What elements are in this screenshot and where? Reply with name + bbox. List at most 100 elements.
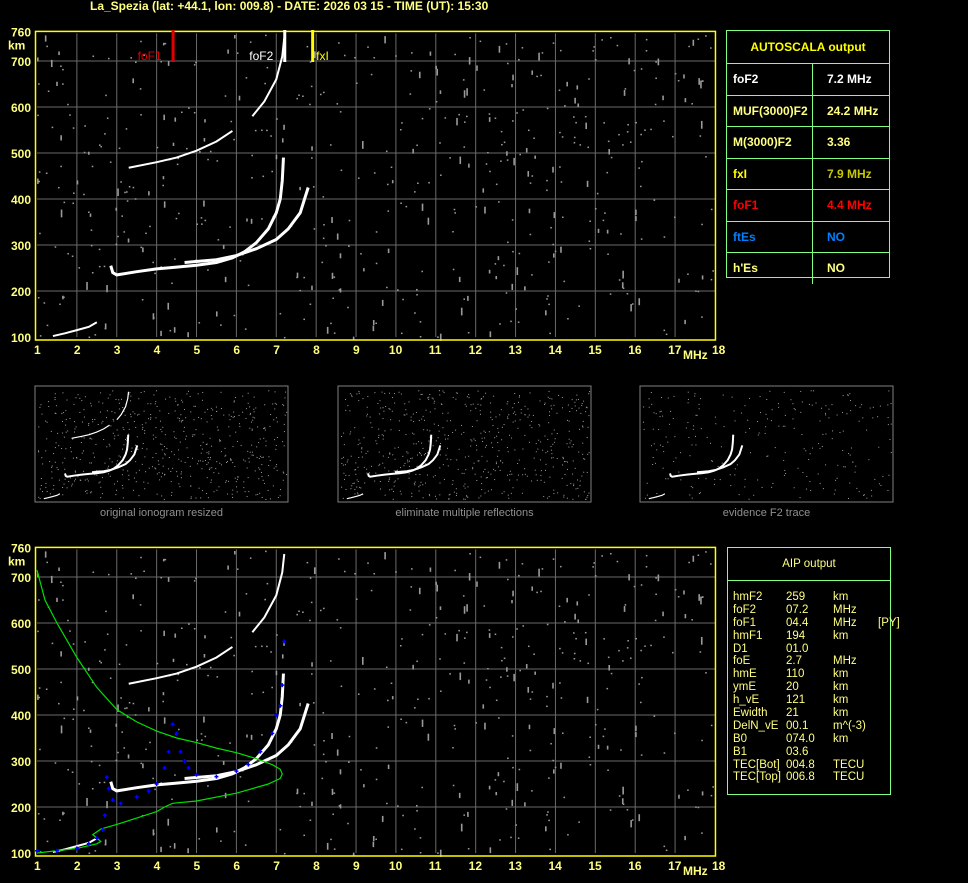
noise-dot [448,494,450,496]
noise-dot [588,78,590,80]
aip-row: DelN_vE 00.1 m^(-3) [728,720,890,733]
noise-dot [41,413,43,415]
noise-dot [163,446,165,448]
noise-dot [507,451,509,453]
noise-dot [263,482,265,484]
noise-dot [392,454,394,456]
noise-dot [428,396,430,398]
noise-dot [452,432,454,434]
noise-dot [46,45,48,48]
noise-dot [844,466,846,468]
noise-dot [545,463,547,465]
thumb-trace-M1 [71,424,110,439]
noise-dot [229,226,231,228]
noise-dot [559,131,561,134]
noise-dot [187,332,189,338]
noise-dot [344,478,346,480]
noise-dot [156,493,158,495]
noise-dot [67,103,69,106]
noise-dot [507,757,509,760]
noise-dot [879,405,881,407]
noise-dot [211,467,213,469]
noise-dot [155,426,157,428]
noise-dot [220,840,222,842]
noise-dot [375,262,378,265]
noise-dot [574,405,576,407]
noise-dot [310,601,313,604]
noise-dot [530,420,532,422]
thumb-trace-X [91,445,139,474]
noise-dot [118,399,120,401]
noise-dot [564,474,566,476]
noise-dot [155,468,157,470]
noise-dot [163,42,165,45]
noise-dot [587,495,589,497]
aip-trace-point [146,788,151,793]
noise-dot [45,486,47,488]
noise-dot [522,625,525,627]
noise-dot [484,446,486,448]
noise-dot [163,558,165,561]
noise-dot [518,58,520,61]
noise-dot [130,451,132,453]
noise-dot [147,482,149,484]
noise-dot [437,852,439,854]
noise-dot [385,405,387,407]
noise-dot [413,482,415,484]
noise-dot [456,117,458,126]
noise-dot [180,111,183,114]
noise-dot [227,493,229,495]
noise-dot [64,457,66,459]
noise-dot [414,484,416,486]
noise-dot [509,479,511,481]
noise-dot [253,411,255,413]
noise-dot [63,296,65,299]
noise-dot [149,225,151,228]
noise-dot [548,411,550,413]
noise-dot [462,79,465,81]
y-tick-label: 500 [11,147,31,161]
noise-dot [428,493,430,495]
noise-dot [361,448,363,450]
noise-dot [529,392,531,394]
noise-dot [452,268,455,271]
noise-dot [162,184,164,187]
noise-dot [283,423,285,425]
noise-dot [219,440,221,442]
noise-dot [427,217,430,225]
noise-dot [264,427,266,429]
noise-dot [793,427,795,429]
noise-dot [164,558,167,561]
noise-dot [536,591,538,594]
noise-dot [220,408,222,410]
noise-dot [123,444,125,446]
noise-dot [531,70,534,75]
noise-dot [463,485,465,487]
noise-dot [488,269,491,274]
noise-dot [435,581,437,586]
noise-dot [582,426,584,428]
aip-trace-point [274,713,279,717]
noise-dot [162,559,165,562]
aip-cell: m^(-3) [833,719,866,732]
noise-dot [733,410,735,412]
ionogram-bottom: 1 2 3 4 5 6 7 8 9 10 11 12 13 14 15 16 17 18MHz1002003004… [8,541,726,878]
noise-dot [587,453,589,455]
noise-dot [812,390,814,392]
aip-trace-point [166,749,171,754]
noise-dot [248,461,250,463]
noise-dot [701,791,704,796]
noise-dot [59,819,61,822]
noise-dot [115,723,118,727]
noise-dot [194,405,196,407]
noise-dot [543,481,545,483]
noise-dot [533,457,535,459]
noise-dot [262,479,264,481]
noise-dot [475,407,477,409]
noise-dot [191,457,193,459]
noise-dot [344,464,346,466]
noise-dot [107,397,109,399]
noise-dot [212,409,214,411]
noise-dot [167,61,170,66]
noise-dot [766,455,768,457]
